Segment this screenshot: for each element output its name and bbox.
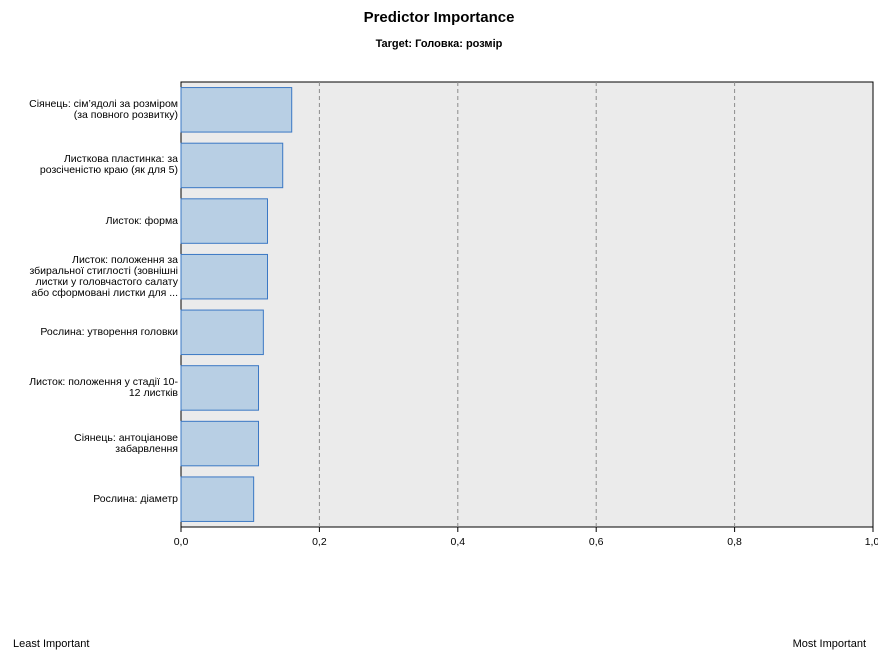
category-label-line: Листок: форма	[105, 214, 178, 227]
category-label: Листкова пластинка: за розсіченістю краю …	[4, 154, 178, 176]
bars	[180, 87, 293, 522]
category-label-line: або сформовані листки для ...	[31, 286, 178, 299]
x-tick-label: 1,0	[865, 536, 878, 548]
category-label-line: Рослина: утворення головки	[40, 325, 178, 338]
category-label-line: 12 листків	[128, 386, 178, 399]
chart-title: Predictor Importance	[363, 9, 515, 26]
category-label-line: Листкова пластинка: за	[63, 153, 178, 166]
most-important-label: Most Important	[792, 638, 866, 650]
category-label: Сіянець: антоціанове забарвлення	[4, 431, 178, 455]
bar	[180, 365, 260, 411]
chart-subtitle: Target: Головка: розмір	[375, 38, 503, 50]
category-label-line: листки у головчастого салату	[35, 275, 178, 288]
x-tick-label: 0,4	[450, 536, 465, 548]
bar	[180, 476, 255, 522]
x-tick-label: 0,2	[312, 536, 327, 548]
category-label: Листок: форма	[4, 214, 178, 227]
category-label: Листок: положення у стадії 10- 12 листків	[4, 375, 178, 399]
category-label: Рослина: утворення головки	[4, 325, 178, 338]
bar	[180, 87, 293, 133]
category-label-line: збиральної стиглості (зовнішні	[29, 264, 178, 277]
least-important-label: Least Important	[13, 638, 90, 650]
category-label: Рослина: діаметр	[4, 492, 178, 505]
category-label-line: Рослина: діаметр	[93, 492, 178, 505]
category-label: Сіянець: сім’ядолі за розміром (за повног…	[4, 97, 178, 121]
bar	[180, 420, 260, 467]
bar	[180, 198, 268, 244]
x-tick-label: 0,6	[589, 536, 604, 548]
category-label: Листок: положення за збиральної стиглості…	[4, 253, 178, 299]
bar	[180, 253, 268, 300]
category-label-line: Листок: положення у стадії 10-	[29, 375, 178, 388]
category-label-line: (за повного розвитку)	[73, 108, 178, 121]
plot-area	[180, 81, 874, 528]
bar	[180, 142, 284, 189]
category-label-line: забарвлення	[115, 442, 178, 455]
x-axis: 0,0 0,2 0,4 0,6 0,8 1,0	[174, 527, 878, 548]
category-label-line: Сіянець: сім’ядолі за розміром	[29, 97, 178, 110]
x-tick-label: 0,8	[727, 536, 742, 548]
category-label-line: Сіянець: антоціанове	[74, 431, 178, 444]
category-label-line: Листок: положення за	[72, 253, 178, 266]
bar	[180, 309, 264, 356]
category-label-line: розсіченістю краю (як для 5)	[39, 164, 178, 177]
x-tick-label: 0,0	[174, 536, 189, 548]
